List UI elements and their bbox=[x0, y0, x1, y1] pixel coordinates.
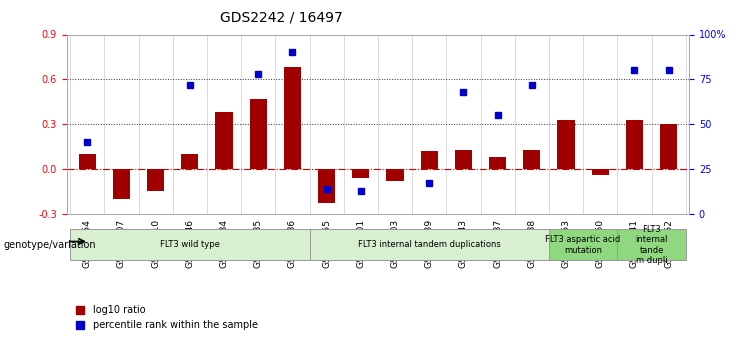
Bar bbox=[113, 169, 130, 199]
Bar bbox=[421, 151, 438, 169]
FancyBboxPatch shape bbox=[617, 229, 685, 260]
Bar bbox=[591, 169, 609, 175]
Text: FLT3 internal tandem duplications: FLT3 internal tandem duplications bbox=[358, 240, 501, 249]
Bar bbox=[284, 67, 301, 169]
Bar bbox=[455, 150, 472, 169]
Text: FLT3 wild type: FLT3 wild type bbox=[160, 240, 220, 249]
Bar bbox=[216, 112, 233, 169]
Text: genotype/variation: genotype/variation bbox=[4, 240, 96, 250]
Bar bbox=[147, 169, 165, 191]
Bar bbox=[250, 99, 267, 169]
FancyBboxPatch shape bbox=[70, 229, 310, 260]
Bar bbox=[79, 154, 96, 169]
Bar bbox=[660, 124, 677, 169]
Bar bbox=[557, 120, 574, 169]
Bar bbox=[352, 169, 369, 178]
Text: FLT3
internal
tande
m dupli: FLT3 internal tande m dupli bbox=[635, 225, 668, 265]
Bar bbox=[523, 150, 540, 169]
Bar bbox=[489, 157, 506, 169]
Bar bbox=[182, 154, 199, 169]
FancyBboxPatch shape bbox=[549, 229, 617, 260]
Legend: log10 ratio, percentile rank within the sample: log10 ratio, percentile rank within the … bbox=[72, 302, 262, 334]
Text: GDS2242 / 16497: GDS2242 / 16497 bbox=[220, 10, 343, 24]
Bar bbox=[318, 169, 335, 204]
Bar bbox=[387, 169, 404, 181]
Text: FLT3 aspartic acid
mutation: FLT3 aspartic acid mutation bbox=[545, 235, 621, 255]
Bar bbox=[626, 120, 643, 169]
FancyBboxPatch shape bbox=[310, 229, 549, 260]
